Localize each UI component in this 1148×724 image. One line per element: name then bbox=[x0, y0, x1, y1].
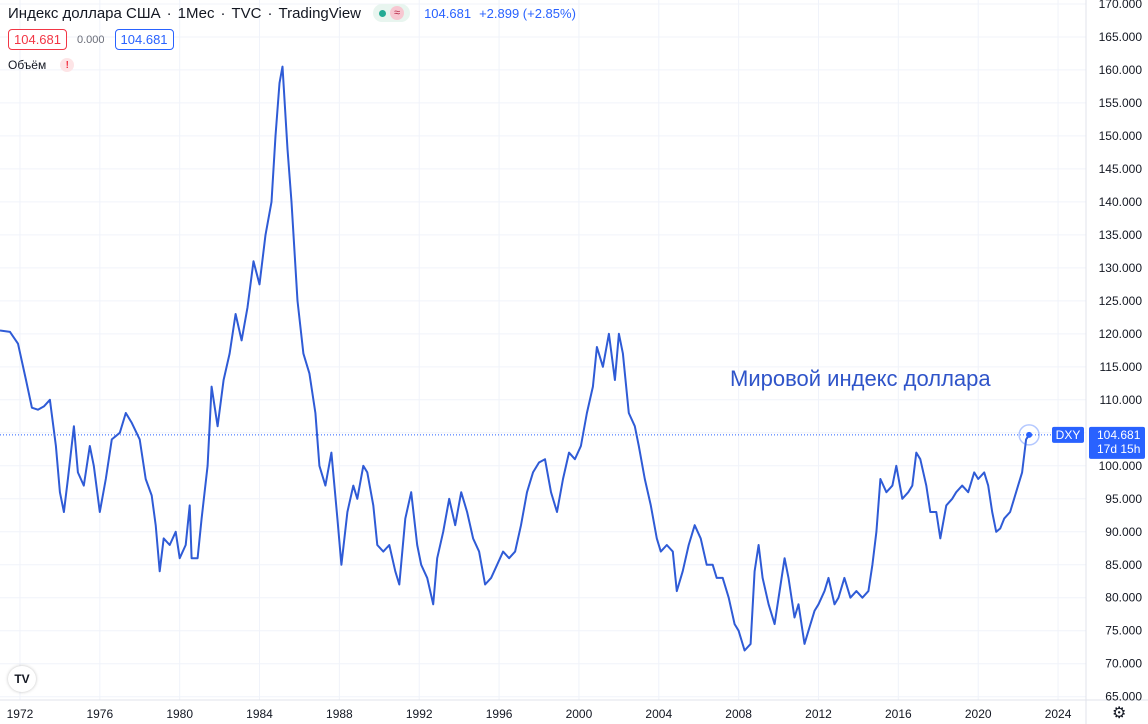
y-tick-label: 75.000 bbox=[1105, 624, 1142, 638]
price-badge-box bbox=[1089, 426, 1145, 459]
interval-label[interactable]: 1Мес bbox=[177, 4, 215, 22]
x-tick-label: 1972 bbox=[7, 707, 34, 721]
warning-icon[interactable]: ! bbox=[60, 58, 75, 72]
x-tick-label: 1988 bbox=[326, 707, 353, 721]
x-tick-label: 2016 bbox=[885, 707, 912, 721]
spread-value: 0.000 bbox=[77, 33, 105, 46]
volume-label[interactable]: Объём bbox=[8, 58, 47, 72]
y-tick-label: 145.000 bbox=[1099, 162, 1143, 176]
y-tick-label: 100.000 bbox=[1099, 459, 1143, 473]
separator: · bbox=[166, 4, 172, 22]
series-line bbox=[0, 65, 1030, 652]
time-axis: 1972 1976 1980 1984 1988 1992 1996 2000 2004 2008… bbox=[7, 707, 1072, 721]
y-tick-label: 165.000 bbox=[1099, 30, 1143, 44]
y-tick-label: 140.000 bbox=[1099, 195, 1143, 209]
y-tick-label: 65.000 bbox=[1105, 690, 1142, 704]
y-tick-label: 115.000 bbox=[1100, 360, 1143, 374]
gear-icon[interactable]: ⚙ bbox=[1112, 705, 1127, 722]
x-tick-label: 1996 bbox=[486, 707, 513, 721]
y-tick-label: 90.000 bbox=[1105, 525, 1142, 539]
x-tick-label: 2008 bbox=[725, 707, 752, 721]
price-badge-countdown: 17d 15h bbox=[1097, 442, 1140, 456]
separator: · bbox=[220, 4, 226, 22]
ticker-label: DXY bbox=[1056, 428, 1081, 442]
symbol-title[interactable]: Индекс доллара США bbox=[8, 4, 161, 22]
chart-grid bbox=[0, 0, 1086, 700]
x-tick-label: 1976 bbox=[86, 707, 113, 721]
y-tick-label: 70.000 bbox=[1105, 657, 1142, 671]
last-point-ring bbox=[1018, 424, 1040, 446]
platform-label: TradingView bbox=[278, 4, 362, 22]
y-tick-label: 135.000 bbox=[1099, 228, 1143, 242]
y-tick-label: 130.000 bbox=[1099, 261, 1143, 275]
last-point-marker[interactable] bbox=[1026, 431, 1033, 438]
x-tick-label: 2012 bbox=[805, 707, 832, 721]
tradingview-logo[interactable]: TV bbox=[8, 666, 36, 692]
header-change: +2.899 (+2.85%) bbox=[479, 5, 576, 21]
y-tick-label: 155.000 bbox=[1099, 96, 1143, 110]
green-dot-icon bbox=[379, 9, 387, 17]
header-last-value: 104.681 bbox=[424, 5, 472, 21]
x-tick-label: 1992 bbox=[406, 707, 433, 721]
x-tick-label: 1984 bbox=[246, 707, 273, 721]
market-status-pill[interactable]: ≈ bbox=[373, 4, 411, 22]
sell-price-box[interactable]: 104.681 bbox=[8, 29, 67, 50]
x-tick-label: 2000 bbox=[566, 707, 593, 721]
wave-icon: ≈ bbox=[390, 6, 405, 20]
y-tick-label: 95.000 bbox=[1105, 492, 1142, 506]
x-tick-label: 1980 bbox=[166, 707, 193, 721]
y-tick-label: 170.000 bbox=[1099, 0, 1143, 11]
y-tick-label: 125.000 bbox=[1099, 294, 1143, 308]
price-axis: 65.000 70.000 75.000 80.000 85.000 90.000 95.0… bbox=[1099, 0, 1143, 704]
x-tick-label: 2024 bbox=[1045, 707, 1072, 721]
buy-price-box[interactable]: 104.681 bbox=[114, 29, 174, 50]
y-tick-label: 85.000 bbox=[1105, 558, 1142, 572]
chart-header: Индекс доллара США · 1Мес · TVC · Tradin… bbox=[8, 4, 576, 22]
volume-legend: Объём ! bbox=[8, 58, 75, 72]
x-tick-label: 2004 bbox=[645, 707, 672, 721]
price-badge-value: 104.681 bbox=[1097, 428, 1141, 442]
price-legend: 104.681 0.000 104.681 bbox=[8, 29, 174, 50]
x-tick-label: 2020 bbox=[965, 707, 992, 721]
y-tick-label: 80.000 bbox=[1105, 591, 1142, 605]
price-badge: DXY 104.681 17d 15h bbox=[1052, 426, 1145, 459]
y-tick-label: 120.000 bbox=[1099, 327, 1143, 341]
y-tick-label: 150.000 bbox=[1099, 129, 1143, 143]
separator: · bbox=[267, 4, 273, 22]
ticker-badge bbox=[1052, 426, 1084, 443]
chart-annotation: Мировой индекс доллара bbox=[730, 366, 991, 391]
source-label: TVC bbox=[231, 4, 262, 22]
y-tick-label: 160.000 bbox=[1099, 63, 1143, 77]
y-tick-label: 110.000 bbox=[1100, 393, 1143, 407]
